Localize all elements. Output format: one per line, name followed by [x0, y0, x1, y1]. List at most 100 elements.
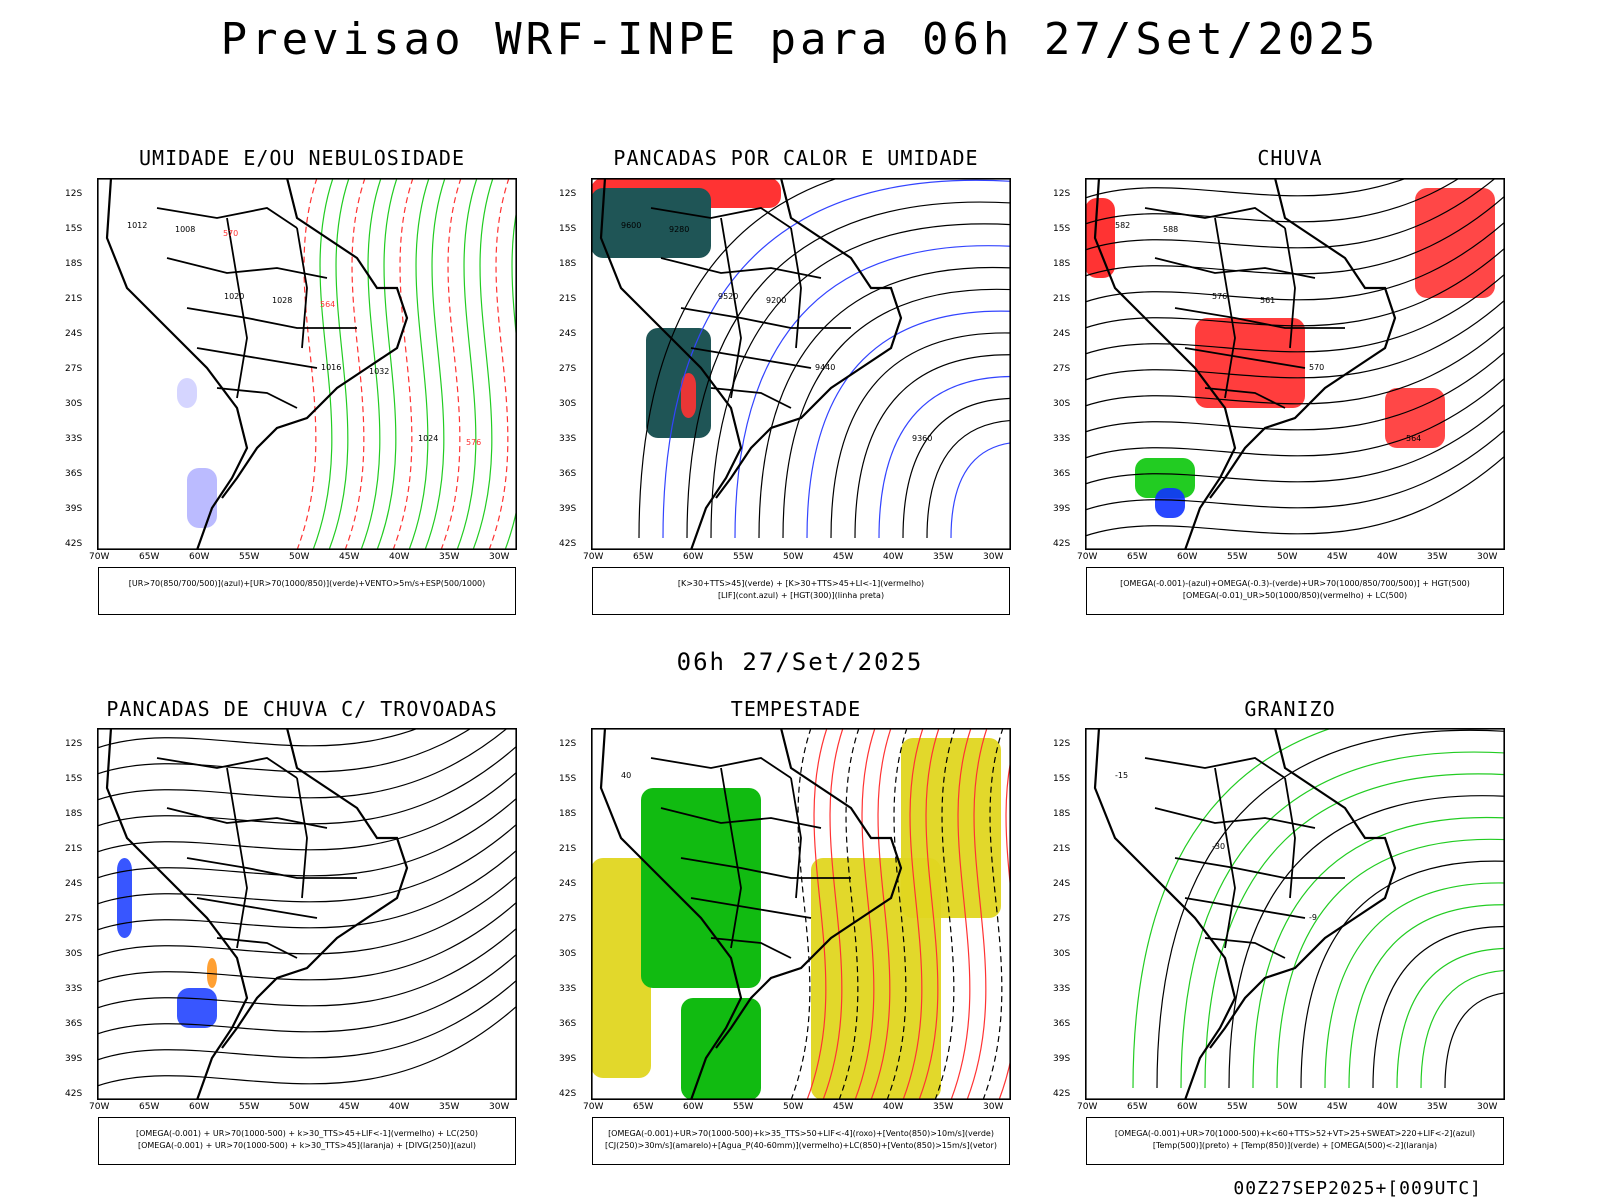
state-border	[690, 897, 812, 919]
contour-line	[1204, 773, 1505, 1089]
lat-tick-label: 36S	[1053, 1019, 1071, 1029]
contour-line	[97, 901, 517, 983]
lat-tick-label: 15S	[1053, 774, 1071, 784]
lon-tick-label: 55W	[733, 1102, 754, 1112]
lon-tick-label: 35W	[439, 552, 460, 562]
state-border	[650, 207, 792, 229]
lat-tick-label: 42S	[559, 539, 577, 549]
map-frame	[1085, 178, 1505, 550]
state-border	[156, 207, 298, 229]
lat-tick-label: 18S	[1053, 259, 1071, 269]
panel-title-trovoadas: PANCADAS DE CHUVA C/ TROVOADAS	[106, 697, 498, 721]
lat-tick-label: 27S	[559, 364, 577, 374]
map-trovoadas	[97, 728, 517, 1100]
lat-tick-label: 21S	[65, 844, 83, 854]
state-border	[216, 387, 298, 409]
contour-line	[1324, 882, 1505, 1089]
lon-tick-label: 65W	[139, 552, 160, 562]
map-frame	[591, 178, 1011, 550]
contour-line	[97, 823, 517, 905]
legend-line: [OMEGA(-0.001) + UR>70(1000-500) + k>30_…	[137, 1141, 477, 1150]
contour-line	[790, 728, 812, 1100]
map-frame	[97, 178, 517, 550]
contour-line	[830, 332, 1011, 539]
state-border	[680, 307, 851, 329]
contour-line	[902, 397, 1011, 539]
lon-tick-label: 65W	[633, 552, 654, 562]
state-border	[186, 857, 357, 879]
state-border	[690, 347, 812, 369]
lat-tick-label: 33S	[65, 984, 83, 994]
map-umidade: 1012 1020 1016 1024 1008 1028 1032 576 570 564	[97, 178, 517, 550]
contour-label: 1028	[272, 296, 292, 305]
contour-line	[1085, 178, 1461, 225]
state-border	[1214, 217, 1236, 399]
state-border	[650, 757, 792, 779]
legend-tempestade: [OMEGA(-0.001)+UR>70(1000-500)+k>35_TTS>…	[592, 1117, 1010, 1165]
contour-line	[1085, 325, 1505, 407]
contour-line	[950, 442, 1011, 539]
contour-line	[838, 728, 860, 1100]
state-border	[186, 307, 357, 329]
shaded-region	[177, 988, 217, 1028]
lat-tick-label: 39S	[1053, 1054, 1071, 1064]
contour-line	[1444, 992, 1505, 1089]
lat-tick-label: 33S	[559, 434, 577, 444]
lat-tick-label: 42S	[1053, 1089, 1071, 1099]
lon-tick-label: 50W	[289, 552, 310, 562]
contour-line	[97, 849, 517, 931]
state-border	[1184, 347, 1306, 369]
state-border	[1174, 857, 1345, 879]
legend-line: [OMEGA(-0.001)+UR>70(1000-500)+k<60+TTS>…	[1114, 1129, 1476, 1138]
shaded-region	[641, 788, 761, 988]
contour-line	[97, 797, 517, 879]
lon-tick-label: 65W	[1127, 552, 1148, 562]
lat-tick-label: 21S	[559, 294, 577, 304]
lon-tick-label: 70W	[583, 552, 604, 562]
contour-line	[97, 953, 517, 1035]
legend-line: [UR>70(850/700/500)](azul)+[UR>70(1000/8…	[128, 579, 486, 588]
legend-line: [OMEGA(-0.001) + UR>70(1000-500) + k>30_…	[135, 1129, 479, 1138]
legend-line: [OMEGA(-0.001)+UR>70(1000-500)+k>35_TTS>…	[608, 1129, 994, 1138]
state-border	[156, 757, 298, 779]
state-border	[196, 347, 318, 369]
lat-tick-label: 24S	[559, 329, 577, 339]
contour-label: -30	[1212, 842, 1225, 851]
panel-title-pancadas-calor: PANCADAS POR CALOR E UMIDADE	[613, 146, 979, 170]
contour-label: 9440	[815, 363, 835, 372]
lon-tick-label: 40W	[883, 552, 904, 562]
lon-tick-label: 30W	[489, 552, 510, 562]
contour-line	[488, 178, 510, 550]
map-chuva: 582 576 570 564 588 561	[1085, 178, 1505, 550]
contour-label: 1012	[127, 221, 147, 230]
state-border	[1214, 767, 1236, 949]
lon-tick-label: 60W	[683, 1102, 704, 1112]
contour-line	[1372, 926, 1505, 1089]
state-border	[166, 257, 328, 279]
lon-tick-label: 50W	[289, 1102, 310, 1112]
contour-line	[1180, 751, 1505, 1089]
legend-chuva: [OMEGA(-0.001)-(azul)+OMEGA(-0.3)-(verde…	[1086, 567, 1504, 615]
shaded-region	[1415, 188, 1495, 298]
contour-line	[966, 728, 988, 1100]
lon-tick-label: 30W	[983, 1102, 1004, 1112]
lon-tick-label: 45W	[339, 552, 360, 562]
shaded-region	[187, 468, 217, 528]
contour-line	[97, 728, 509, 801]
lat-tick-label: 33S	[1053, 434, 1071, 444]
state-border	[196, 897, 318, 919]
contour-line	[97, 745, 517, 827]
contour-line	[97, 1005, 517, 1087]
panel-title-granizo: GRANIZO	[1244, 697, 1336, 721]
contour-line	[97, 771, 517, 853]
contour-line	[472, 178, 494, 550]
lat-tick-label: 18S	[65, 259, 83, 269]
lat-tick-label: 42S	[65, 1089, 83, 1099]
legend-trovoadas: [OMEGA(-0.001) + UR>70(1000-500) + k>30_…	[98, 1117, 516, 1165]
lon-tick-label: 65W	[139, 1102, 160, 1112]
lat-tick-label: 18S	[1053, 809, 1071, 819]
contour-line	[638, 178, 841, 539]
contour-line	[662, 179, 1011, 539]
lat-tick-label: 24S	[65, 879, 83, 889]
contour-line	[1276, 838, 1505, 1089]
